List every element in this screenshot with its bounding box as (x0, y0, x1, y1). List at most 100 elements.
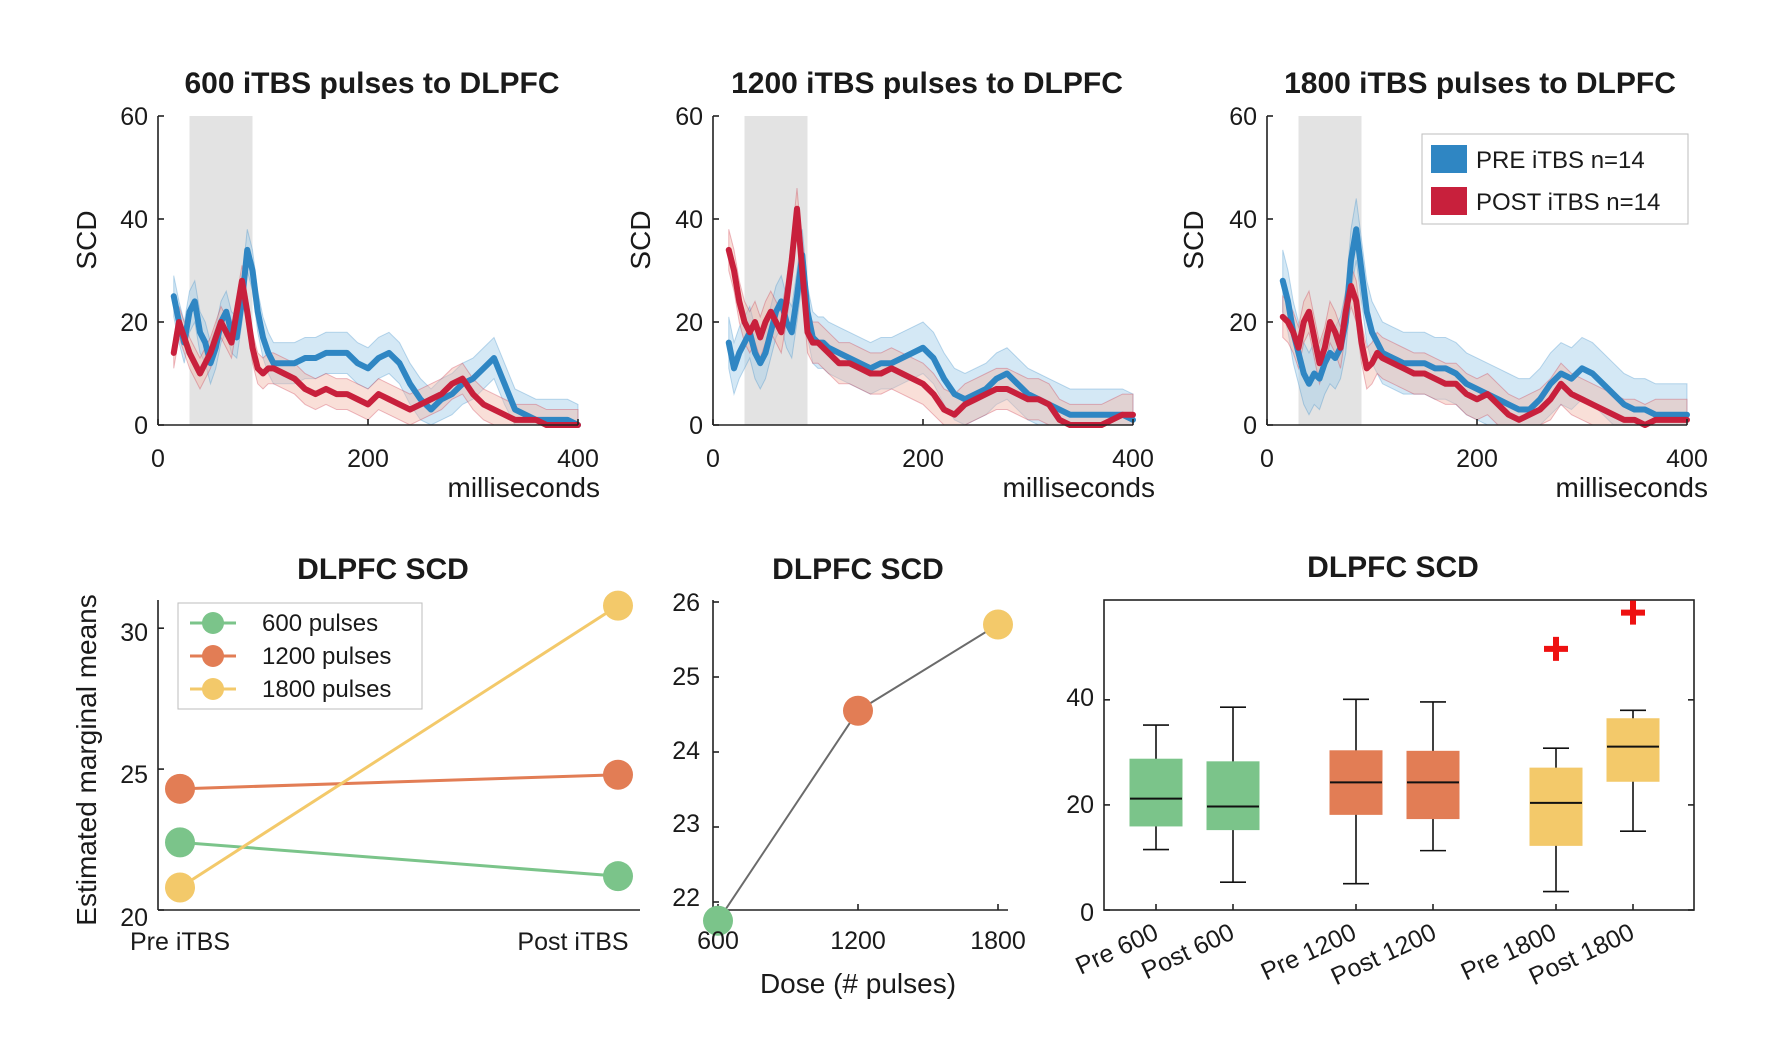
box-5 (1606, 718, 1660, 782)
x-axis-label: milliseconds (448, 472, 601, 503)
panel-title: 1200 iTBS pulses to DLPFC (731, 67, 1123, 100)
data-point-1800 (165, 872, 195, 903)
y-tick-label: 20 (1229, 309, 1257, 337)
data-point-1800 (603, 590, 633, 621)
y-tick-label: 25 (120, 761, 148, 789)
x-tick-label: 400 (1112, 445, 1154, 473)
legend-label-1800: 1800 pulses (262, 676, 391, 703)
series-line-post (725, 205, 1136, 428)
series-line-pre (1279, 226, 1690, 418)
y-tick-label: 60 (120, 103, 148, 131)
x-tick-label: 200 (1456, 445, 1498, 473)
plot-area (157, 590, 640, 911)
series-line-post (1279, 282, 1690, 428)
data-point-1200 (603, 759, 633, 790)
y-tick-label: 30 (120, 619, 148, 647)
y-axis-label: SCD (625, 210, 656, 269)
legend-swatch-post (1431, 187, 1467, 215)
box-3 (1406, 750, 1460, 820)
y-axis-label: SCD (71, 210, 102, 269)
plot-area (703, 600, 1013, 936)
y-tick-label: 20 (120, 309, 148, 337)
data-point-1200 (165, 773, 195, 804)
data-point-600 (165, 827, 195, 858)
y-tick-label: 23 (672, 810, 700, 838)
legend: 600 pulses 1200 pulses 1800 pulses (177, 602, 423, 710)
series-line-600 (179, 840, 619, 878)
plot-area (157, 115, 581, 428)
panel-title: 600 iTBS pulses to DLPFC (184, 67, 559, 100)
legend-marker-1200 (202, 645, 224, 667)
y-tick-label: 40 (1066, 684, 1094, 712)
x-axis-label: milliseconds (1556, 472, 1709, 503)
panel-title: DLPFC SCD (772, 553, 944, 586)
y-tick-label: 25 (672, 663, 700, 691)
data-point-600 (703, 905, 733, 936)
x-tick-label: 0 (151, 445, 165, 473)
y-tick-label: 22 (672, 884, 700, 912)
y-tick-label: 40 (1229, 206, 1257, 234)
series-line-1200 (179, 773, 619, 791)
y-tick-label: 20 (120, 904, 148, 932)
x-tick-label: 1800 (970, 927, 1026, 955)
x-axis-label: Dose (# pulses) (760, 968, 956, 999)
series-line-post (170, 277, 581, 428)
panel-1800-timecourse: 1800 iTBS pulses to DLPFC SCD millisecon… (1178, 67, 1708, 503)
plot-area (712, 115, 1136, 428)
y-tick-label: 20 (675, 309, 703, 337)
y-tick-label: 40 (120, 206, 148, 234)
box-4 (1529, 767, 1583, 846)
x-tick-label: 600 (697, 927, 739, 955)
panel-600-timecourse: 600 iTBS pulses to DLPFC SCD millisecond… (71, 67, 600, 503)
plot-area (1103, 599, 1695, 911)
x-category-label: Pre iTBS (130, 928, 230, 956)
plot-frame (1103, 599, 1695, 911)
data-point-1800 (983, 609, 1013, 640)
plot-area (1266, 115, 1690, 428)
panel-dose-response: DLPFC SCD Dose (# pulses) 26 25 24 23 22… (672, 553, 1026, 999)
x-category-label: Post iTBS (517, 928, 628, 956)
dose-response-line (717, 623, 999, 922)
y-axis-label: SCD (1178, 210, 1209, 269)
data-point-1200 (843, 695, 873, 726)
analysis-window (744, 116, 808, 425)
x-tick-label: 0 (706, 445, 720, 473)
x-tick-label: 200 (902, 445, 944, 473)
y-tick-label: 40 (675, 206, 703, 234)
panel-marginal-means: DLPFC SCD Estimated marginal means 30 25… (71, 553, 640, 956)
y-tick-label: 60 (1229, 103, 1257, 131)
legend-swatch-pre (1431, 145, 1467, 173)
y-tick-label: 24 (672, 737, 700, 765)
series-line-pre (170, 246, 581, 428)
legend-label-pre: PRE iTBS n=14 (1476, 147, 1645, 174)
y-tick-label: 60 (675, 103, 703, 131)
legend-label-1200: 1200 pulses (262, 643, 391, 670)
series-line-1800 (179, 604, 619, 889)
box-0 (1129, 758, 1183, 827)
y-tick-label: 20 (1066, 791, 1094, 819)
box-1 (1206, 761, 1260, 831)
panel-title: DLPFC SCD (1307, 551, 1479, 584)
panel-title: DLPFC SCD (297, 553, 469, 586)
x-tick-label: 400 (557, 445, 599, 473)
legend-label-post: POST iTBS n=14 (1476, 189, 1660, 216)
y-tick-label: 0 (1243, 412, 1257, 440)
panel-title: 1800 iTBS pulses to DLPFC (1284, 67, 1676, 100)
y-tick-label: 0 (689, 412, 703, 440)
legend: PRE iTBS n=14 POST iTBS n=14 (1421, 133, 1689, 225)
data-point-600 (603, 861, 633, 892)
legend-marker-600 (202, 612, 224, 634)
x-tick-label: 400 (1666, 445, 1708, 473)
x-axis-label: milliseconds (1003, 472, 1156, 503)
panel-boxplots: DLPFC SCD 40 20 0 Pre 600 Post 600 Pre 1… (1066, 551, 1695, 991)
legend-label-600: 600 pulses (262, 610, 378, 637)
x-tick-label: 1200 (830, 927, 886, 955)
panel-1200-timecourse: 1200 iTBS pulses to DLPFC SCD millisecon… (625, 67, 1155, 503)
legend-marker-1800 (202, 678, 224, 700)
y-tick-label: 0 (1080, 899, 1094, 927)
y-axis-label: Estimated marginal means (71, 594, 102, 925)
y-tick-label: 0 (134, 412, 148, 440)
y-tick-label: 26 (672, 589, 700, 617)
x-tick-label: 0 (1260, 445, 1274, 473)
